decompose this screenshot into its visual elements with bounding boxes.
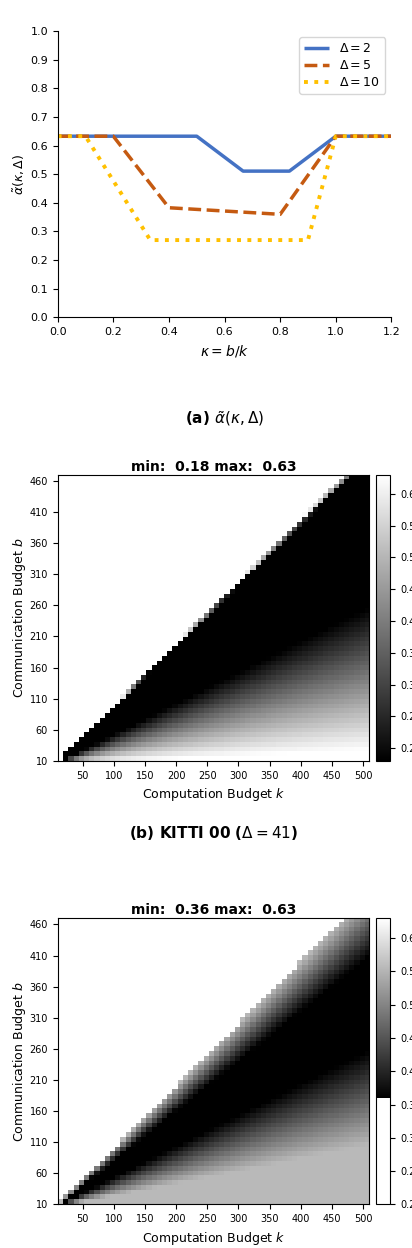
Line: $\Delta = 5$: $\Delta = 5$: [58, 136, 391, 215]
Y-axis label: Communication Budget $b$: Communication Budget $b$: [11, 538, 28, 698]
$\Delta = 5$: [55, 129, 60, 144]
$\Delta = 5$: [278, 207, 283, 222]
$\Delta = 10$: [389, 129, 394, 144]
$\Delta = 10$: [208, 232, 213, 247]
Line: $\Delta = 10$: $\Delta = 10$: [58, 136, 391, 240]
$\Delta = 2$: [241, 163, 246, 178]
$\Delta = 10$: [148, 232, 153, 247]
Text: (a) $\tilde{\alpha}(\kappa, \Delta)$: (a) $\tilde{\alpha}(\kappa, \Delta)$: [185, 409, 264, 428]
$\Delta = 2$: [55, 129, 60, 144]
X-axis label: Computation Budget $k$: Computation Budget $k$: [142, 1229, 285, 1247]
$\Delta = 5$: [111, 129, 116, 144]
$\Delta = 5$: [389, 129, 394, 144]
Line: $\Delta = 2$: $\Delta = 2$: [58, 136, 391, 171]
$\Delta = 10$: [55, 129, 60, 144]
Y-axis label: Communication Budget $b$: Communication Budget $b$: [11, 981, 28, 1142]
Title: min:  0.36 max:  0.63: min: 0.36 max: 0.63: [131, 904, 296, 917]
$\Delta = 5$: [333, 129, 338, 144]
$\Delta = 5$: [166, 200, 171, 215]
X-axis label: Computation Budget $k$: Computation Budget $k$: [142, 786, 285, 804]
Text: (b) KITTI 00 ($\Delta = 41$): (b) KITTI 00 ($\Delta = 41$): [129, 824, 298, 841]
$\Delta = 2$: [287, 163, 292, 178]
$\Delta = 2$: [194, 129, 199, 144]
$\Delta = 10$: [333, 129, 338, 144]
$\Delta = 10$: [305, 232, 310, 247]
Legend: $\Delta = 2$, $\Delta = 5$, $\Delta = 10$: $\Delta = 2$, $\Delta = 5$, $\Delta = 10…: [299, 37, 385, 94]
$\Delta = 2$: [389, 129, 394, 144]
X-axis label: $\kappa = b/k$: $\kappa = b/k$: [200, 343, 249, 358]
$\Delta = 10$: [83, 129, 88, 144]
Title: min:  0.18 max:  0.63: min: 0.18 max: 0.63: [131, 459, 296, 473]
Y-axis label: $\tilde{\alpha}(\kappa, \Delta)$: $\tilde{\alpha}(\kappa, \Delta)$: [12, 154, 28, 195]
$\Delta = 2$: [333, 129, 338, 144]
